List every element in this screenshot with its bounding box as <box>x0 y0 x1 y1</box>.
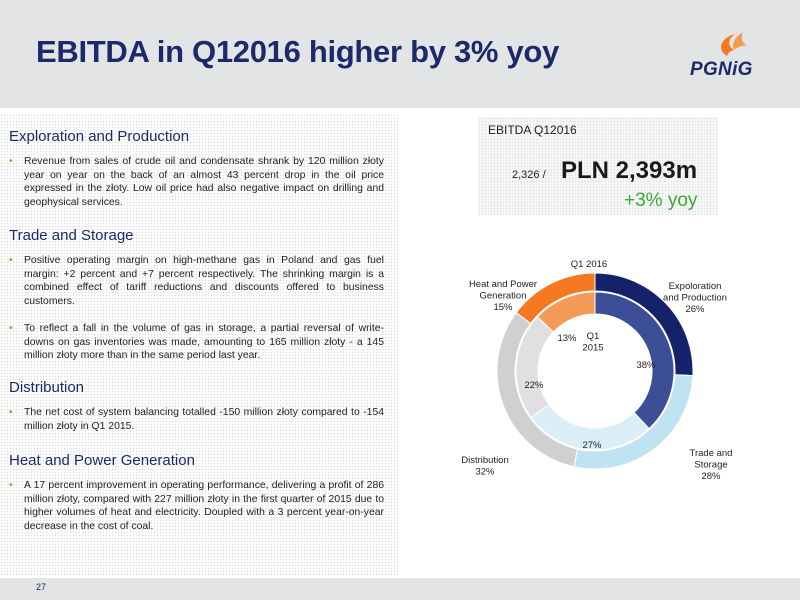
outer-category-label-1: Expoloration and Production 26% <box>663 281 727 315</box>
footer-bar: 27 <box>0 578 800 600</box>
header-bar: EBITDA in Q12016 higher by 3% yoy PGNiG <box>0 0 800 108</box>
section-trade-storage: Trade and Storage • Positive operating ma… <box>9 227 384 373</box>
section-title: Exploration and Production <box>9 128 190 145</box>
section-title: Trade and Storage <box>9 227 134 244</box>
bullet-item: • Revenue from sales of crude oil and con… <box>9 156 384 208</box>
inner-slice-4 <box>536 291 596 333</box>
kpi-value: PLN 2,393m <box>561 157 698 184</box>
bullet-item: • A 17 percent improvement in operating p… <box>9 480 384 532</box>
kpi-label: EBITDA Q12016 <box>488 123 577 137</box>
page-number: 27 <box>36 582 47 592</box>
inner-value-label-2: 27% <box>582 440 602 451</box>
inner-ring-label: Q1 2015 <box>582 331 603 354</box>
logo-text: PGNiG <box>690 59 753 80</box>
inner-value-label-1: 38% <box>636 360 656 371</box>
section-heat-power: Heat and Power Generation • A 17 percent … <box>9 452 384 543</box>
commentary-panel: Exploration and Production • Revenue from… <box>0 114 398 576</box>
bullet-marker-icon: • <box>9 323 13 334</box>
ebitda-kpi-box: EBITDA Q12016 2,326 / PLN 2,393m +3% yoy <box>478 117 718 215</box>
bullet-marker-icon: • <box>9 156 13 167</box>
section-exploration: Exploration and Production • Revenue from… <box>9 128 384 219</box>
inner-value-label-4: 13% <box>557 333 577 344</box>
bullet-marker-icon: • <box>9 255 13 266</box>
outer-category-label-3: Distribution 32% <box>461 455 509 478</box>
outer-slice-4 <box>515 272 596 325</box>
page-title: EBITDA in Q12016 higher by 3% yoy <box>36 34 560 69</box>
outer-category-label-4: Heat and Power Generation 15% <box>469 279 537 313</box>
pgnig-logo: PGNiG <box>690 26 770 82</box>
bullet-marker-icon: • <box>9 407 13 418</box>
flame-icon <box>721 32 747 56</box>
ebitda-donut-chart: Q1 2016 Q1 2015 38% 27% 22% 13% Expoloration and… <box>440 240 800 500</box>
bullet-item: • To reflect a fall in the volume of gas … <box>9 323 384 361</box>
section-title: Heat and Power Generation <box>9 452 195 469</box>
section-distribution: Distribution • The net cost of system bal… <box>9 379 384 443</box>
section-title: Distribution <box>9 379 85 396</box>
bullet-marker-icon: • <box>9 480 13 491</box>
kpi-change: +3% yoy <box>624 190 698 211</box>
chart-title: Q1 2016 <box>571 259 607 270</box>
bullet-item: • Positive operating margin on high-metha… <box>9 255 384 307</box>
bullet-item: • The net cost of system balancing totall… <box>9 407 384 432</box>
inner-value-label-3: 22% <box>524 380 544 391</box>
kpi-previous-value: 2,326 / <box>512 169 546 181</box>
outer-category-label-2: Trade and Storage 28% <box>690 448 733 482</box>
donut-chart-svg: Q1 2016 Q1 2015 38% 27% 22% 13% Expoloration and… <box>461 259 733 482</box>
